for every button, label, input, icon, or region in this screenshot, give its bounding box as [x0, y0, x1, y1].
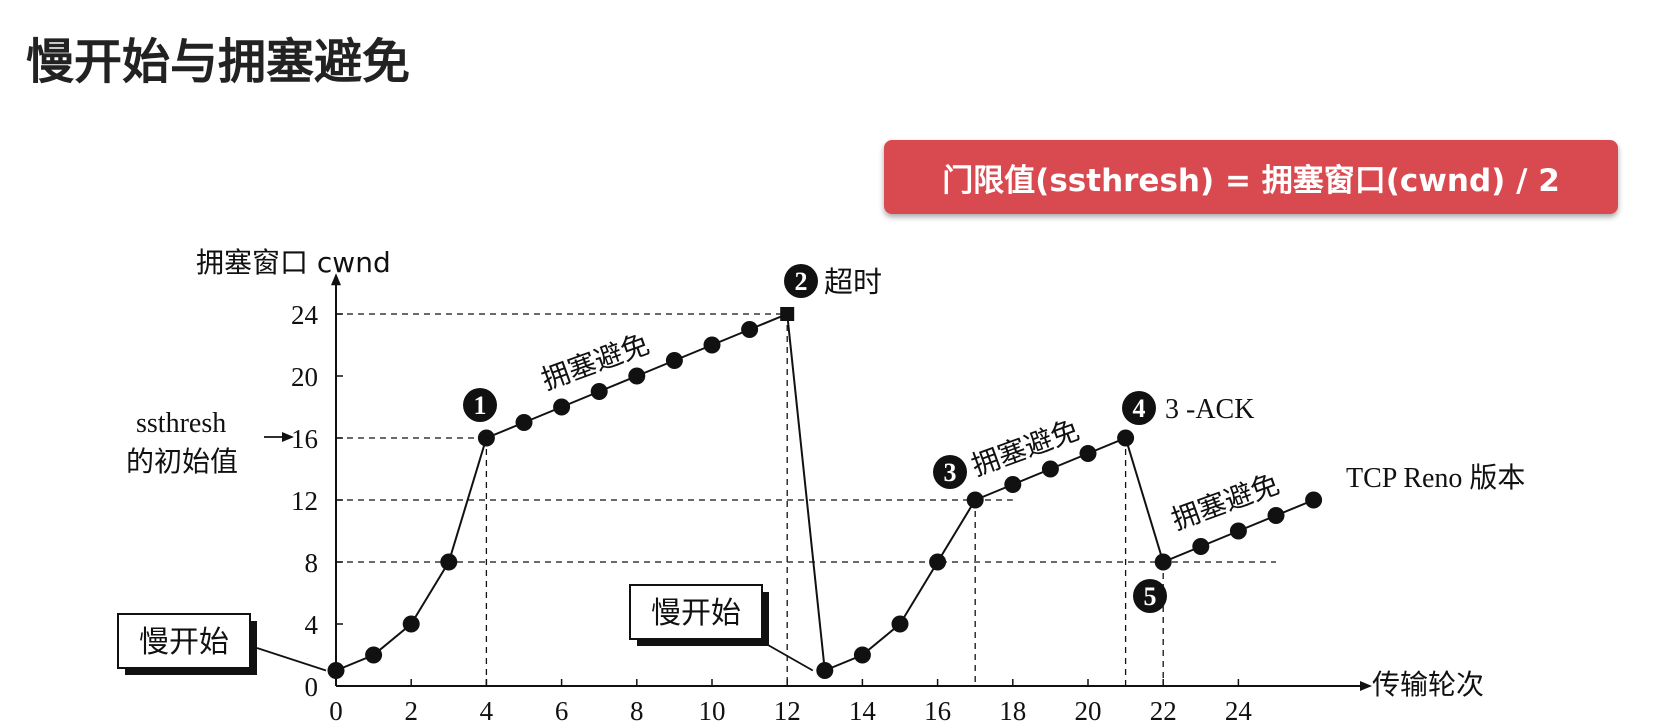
step-marker-3: 3 [933, 455, 967, 489]
x-tick-label: 22 [1150, 696, 1177, 726]
formula-text: 门限值(ssthresh) = 拥塞窗口(cwnd) / 2 [942, 162, 1560, 199]
cwnd-line [335, 312, 1314, 672]
data-point [327, 662, 345, 679]
data-point [477, 429, 495, 447]
y-tick-label: 0 [305, 672, 319, 702]
x-tick-label: 6 [555, 696, 569, 726]
x-tick-label: 4 [480, 696, 494, 726]
x-tick-label: 16 [924, 696, 951, 726]
y-tick-label: 16 [291, 424, 318, 454]
slow-start-box-2: 慢开始 [629, 584, 769, 646]
step-marker-2: 2 [784, 264, 818, 298]
data-point [553, 398, 571, 416]
y-axis-label: 拥塞窗口 cwnd [196, 246, 391, 279]
data-point [741, 321, 759, 338]
marker-circle [463, 388, 497, 422]
data-point [1305, 491, 1323, 509]
cwnd-points [327, 307, 1323, 679]
data-point [1154, 553, 1172, 571]
data-point [440, 553, 458, 571]
step-marker-1: 1 [463, 388, 497, 422]
box-frame [117, 613, 251, 669]
slow-start-pointer-2 [767, 644, 814, 672]
data-point [1004, 476, 1022, 493]
marker-circle [784, 264, 818, 298]
marker-number: 5 [1144, 582, 1157, 611]
data-point [816, 662, 834, 679]
data-point [929, 553, 947, 571]
x-tick-label: 12 [774, 696, 801, 726]
step-marker-5: 5 [1133, 579, 1167, 613]
y-tick-label: 12 [291, 486, 318, 516]
three-ack-label: 3 -ACK [1165, 394, 1254, 425]
marker-circle [933, 455, 967, 489]
box-frame [629, 584, 763, 640]
marker-number: 1 [474, 391, 487, 420]
data-point [1079, 445, 1097, 462]
data-point [665, 352, 683, 369]
x-tick-label: 18 [999, 696, 1026, 726]
x-tick-label: 10 [699, 696, 726, 726]
marker-number: 2 [795, 267, 808, 296]
y-tick-label: 24 [291, 300, 319, 330]
timeout-label: 超时 [824, 265, 882, 299]
data-point [402, 615, 420, 633]
data-point [1117, 429, 1135, 447]
data-point [703, 336, 721, 354]
data-point [966, 491, 984, 509]
data-point [1267, 507, 1285, 524]
cwnd-polyline [335, 312, 1314, 672]
guide-lines [336, 313, 1276, 686]
marker-number: 3 [944, 458, 957, 487]
box-text: 慢开始 [651, 596, 741, 631]
data-point [590, 383, 608, 400]
data-point [891, 615, 909, 633]
data-point [628, 367, 646, 385]
box-text: 慢开始 [139, 625, 229, 660]
data-point [1229, 522, 1247, 540]
x-tick-label: 8 [630, 696, 644, 726]
marker-circle [1133, 579, 1167, 613]
x-axis-label: 传输轮次 [1372, 668, 1484, 701]
y-tick-label: 4 [305, 610, 319, 640]
ssthresh-label: ssthresh [136, 408, 226, 439]
marker-circle [1122, 391, 1156, 425]
x-tick-label: 2 [404, 696, 418, 726]
page-title: 慢开始与拥塞避免 [26, 34, 411, 90]
data-point [780, 307, 795, 321]
ssthresh-formula-banner: 门限值(ssthresh) = 拥塞窗口(cwnd) / 2 [884, 140, 1618, 214]
x-tick-label: 14 [849, 696, 877, 726]
slow-start-pointer-1 [256, 647, 327, 672]
data-point [515, 414, 533, 431]
data-point [1192, 538, 1210, 555]
data-point [365, 646, 383, 664]
ssthresh-initial-value-label: 的初始值 [126, 445, 238, 478]
x-tick-label: 20 [1075, 696, 1102, 726]
slow-start-box-1: 慢开始 [117, 613, 257, 675]
y-tick-label: 8 [305, 548, 319, 578]
x-tick-label: 24 [1225, 696, 1253, 726]
tcp-reno-label: TCP Reno 版本 [1346, 462, 1525, 494]
data-point [1041, 460, 1059, 478]
step-marker-4: 4 [1122, 391, 1156, 425]
y-tick-label: 20 [291, 362, 318, 392]
congestion-avoidance-label-3: 拥塞避免 [1167, 467, 1284, 536]
congestion-avoidance-label-2: 拥塞避免 [967, 413, 1084, 482]
data-point [853, 646, 871, 664]
x-tick-label: 0 [329, 696, 343, 726]
marker-number: 4 [1133, 394, 1146, 423]
